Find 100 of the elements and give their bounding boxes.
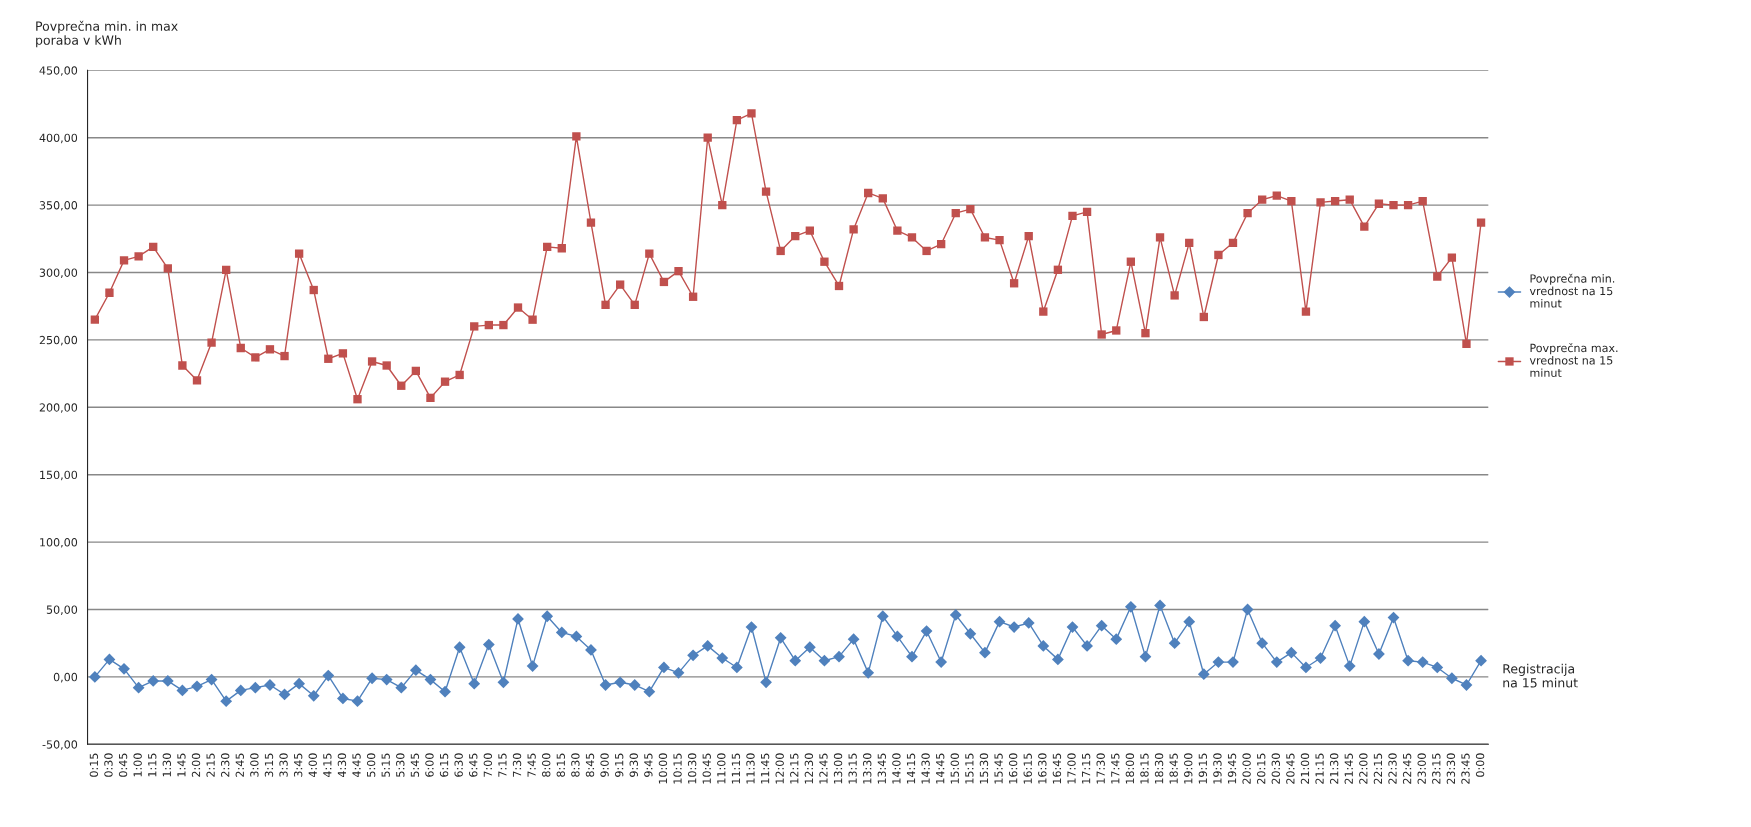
x-tick-label: 21:45 xyxy=(1344,753,1353,784)
x-tick-label: 6:00 xyxy=(425,753,434,777)
y-tick-label: 300,00 xyxy=(39,268,78,279)
x-tick-label: 3:15 xyxy=(264,753,274,777)
x-tick-label: 8:15 xyxy=(556,753,565,777)
x-tick-label: 14:45 xyxy=(936,753,945,784)
x-tick-label: 21:15 xyxy=(1315,753,1324,784)
x-tick-label: 6:15 xyxy=(439,753,449,777)
y-tick-label: 350,00 xyxy=(39,201,78,211)
x-tick-label: 1:15 xyxy=(148,753,157,777)
x-tick-label: 0:45 xyxy=(118,753,128,777)
x-tick-label: 23:45 xyxy=(1461,753,1470,784)
x-tick-label: 14:00 xyxy=(892,753,901,784)
x-tick-label: 16:30 xyxy=(1038,753,1047,784)
x-tick-label: 23:00 xyxy=(1417,753,1426,784)
x-tick-label: 2:45 xyxy=(235,753,244,777)
x-tick-label: 15:45 xyxy=(994,753,1003,784)
x-tick-label: 5:15 xyxy=(381,753,390,777)
x-tick-label: 5:30 xyxy=(396,753,405,777)
x-tick-label: 15:00 xyxy=(950,753,959,784)
x-tick-label: 12:00 xyxy=(775,753,784,784)
x-tick-label: 23:30 xyxy=(1446,753,1456,784)
x-tick-label: 9:45 xyxy=(644,753,653,777)
x-tick-label: 20:30 xyxy=(1271,753,1280,784)
x-tick-label: 13:15 xyxy=(848,753,857,784)
x-tick-label: 9:00 xyxy=(600,753,609,777)
x-tick-label: 13:00 xyxy=(833,753,843,784)
x-tick-label: 11:30 xyxy=(746,753,755,784)
x-tick-label: 4:30 xyxy=(337,753,347,778)
x-tick-label: 21:00 xyxy=(1300,753,1310,784)
x-tick-label: 23:15 xyxy=(1432,753,1441,784)
x-tick-label: 2:00 xyxy=(191,753,201,777)
x-tick-label: 1:00 xyxy=(133,753,142,777)
x-tick-label: 2:15 xyxy=(206,753,215,777)
x-tick-label: 12:15 xyxy=(790,753,799,784)
x-axis-title: Registracija na 15 minut xyxy=(1503,663,1578,688)
x-tick-label: 1:45 xyxy=(177,753,186,777)
x-tick-label: 16:00 xyxy=(1008,753,1018,784)
x-tick-label: 2:30 xyxy=(220,753,230,777)
x-tick-label: 8:45 xyxy=(585,753,595,777)
x-tick-label: 6:30 xyxy=(454,753,463,777)
x-tick-label: 15:15 xyxy=(965,753,974,784)
y-tick-label: 450,00 xyxy=(39,66,78,76)
x-tick-label: 9:30 xyxy=(629,753,638,777)
x-tick-label: 0:30 xyxy=(104,753,113,777)
x-tick-label: 19:00 xyxy=(1184,753,1193,784)
x-tick-label: 16:45 xyxy=(1052,753,1062,784)
x-tick-label: 10:30 xyxy=(687,753,697,784)
x-tick-label: 5:00 xyxy=(366,753,376,777)
x-tick-label: 3:00 xyxy=(250,753,259,777)
x-tick-label: 3:45 xyxy=(293,753,303,777)
x-tick-label: 12:45 xyxy=(819,753,828,784)
x-tick-label: 17:30 xyxy=(1096,753,1105,784)
x-tick-label: 15:30 xyxy=(979,753,989,784)
x-tick-label: 4:45 xyxy=(352,753,361,778)
x-tick-label: 10:00 xyxy=(658,753,668,784)
y-tick-label: 150,00 xyxy=(40,470,78,481)
y-tick-label: 250,00 xyxy=(39,335,78,346)
x-tick-label: 19:15 xyxy=(1198,753,1208,784)
y-tick-label: 400,00 xyxy=(39,133,78,144)
x-tick-label: 7:15 xyxy=(498,753,507,777)
x-tick-label: 14:15 xyxy=(906,753,916,784)
x-tick-label: 7:00 xyxy=(483,753,493,777)
y-tick-label: 200,00 xyxy=(39,403,78,413)
legend-label: Povprečna max. vrednost na 15 minut xyxy=(1529,343,1618,378)
y-axis-title: Povprečna min. in max poraba v kWh xyxy=(36,20,178,48)
x-tick-label: 17:45 xyxy=(1111,753,1120,784)
x-tick-label: 21:30 xyxy=(1329,753,1339,784)
x-tick-label: 19:45 xyxy=(1227,753,1237,784)
x-tick-label: 0:15 xyxy=(89,753,99,777)
x-tick-label: 12:30 xyxy=(804,753,814,784)
x-tick-label: 22:45 xyxy=(1402,753,1412,784)
x-tick-label: 22:00 xyxy=(1359,753,1368,784)
x-tick-label: 7:45 xyxy=(527,753,536,777)
y-tick-label: 0,00 xyxy=(53,672,78,683)
x-tick-label: 6:45 xyxy=(469,753,478,777)
x-tick-label: 17:00 xyxy=(1067,753,1076,784)
x-tick-label: 11:00 xyxy=(717,753,726,784)
x-tick-label: 22:30 xyxy=(1388,753,1397,784)
x-tick-label: 8:00 xyxy=(542,753,551,777)
x-tick-label: 5:45 xyxy=(410,753,420,777)
x-tick-label: 16:15 xyxy=(1023,753,1032,784)
x-tick-label: 18:30 xyxy=(1154,753,1164,784)
x-tick-label: 20:15 xyxy=(1257,753,1266,784)
x-tick-label: 4:15 xyxy=(323,753,332,778)
legend-label: Povprečna min. vrednost na 15 minut xyxy=(1529,273,1615,308)
y-tick-label: 100,00 xyxy=(40,538,78,548)
x-tick-label: 22:15 xyxy=(1373,753,1383,784)
x-tick-label: 19:30 xyxy=(1213,753,1222,784)
x-tick-label: 8:30 xyxy=(571,753,580,777)
y-tick-label: 50,00 xyxy=(46,605,78,616)
x-tick-label: 13:45 xyxy=(877,753,887,784)
x-tick-label: 18:00 xyxy=(1125,753,1135,784)
x-tick-label: 20:45 xyxy=(1286,753,1295,784)
x-tick-label: 17:15 xyxy=(1082,753,1091,784)
y-tick-label: -50,00 xyxy=(42,740,78,750)
x-tick-label: 18:45 xyxy=(1169,753,1178,784)
x-tick-label: 11:45 xyxy=(761,753,770,784)
x-tick-label: 3:30 xyxy=(279,753,288,777)
x-tick-label: 1:30 xyxy=(162,753,172,777)
